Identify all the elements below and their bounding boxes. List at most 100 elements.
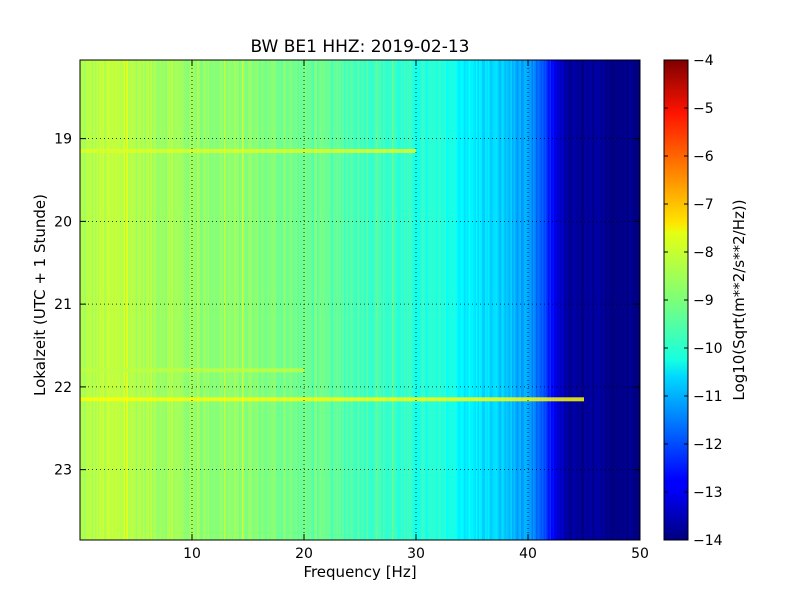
heatmap-column xyxy=(164,60,166,540)
heatmap-column xyxy=(206,60,208,540)
heatmap-column xyxy=(494,60,496,540)
heatmap-column xyxy=(216,60,219,540)
heatmap-column xyxy=(101,60,103,540)
colorbar-tick-label: −12 xyxy=(693,437,723,453)
heatmap-column xyxy=(179,60,181,540)
heatmap-column xyxy=(590,60,592,540)
heatmap-column xyxy=(342,60,345,540)
heatmap-column xyxy=(251,60,253,540)
heatmap-column xyxy=(278,60,280,540)
heatmap-column xyxy=(267,60,270,540)
heatmap-column xyxy=(297,60,300,540)
heatmap-column xyxy=(299,60,301,540)
heatmap-column xyxy=(416,60,418,540)
heatmap-column xyxy=(468,60,471,540)
heatmap-column xyxy=(114,60,117,540)
heatmap-column xyxy=(218,60,220,540)
heatmap-column xyxy=(324,60,327,540)
colorbar-tick-label: −7 xyxy=(693,197,714,213)
heatmap-column xyxy=(95,60,97,540)
heatmap-column xyxy=(351,60,354,540)
heatmap-column xyxy=(209,60,211,540)
heatmap-column xyxy=(389,60,391,540)
heatmap-area xyxy=(80,60,640,540)
y-tick-label: 19 xyxy=(54,132,72,148)
heatmap-column xyxy=(510,60,513,540)
heatmap-column xyxy=(131,60,133,540)
heatmap-column xyxy=(549,60,552,540)
heatmap-column xyxy=(467,60,469,540)
heatmap-column xyxy=(434,60,436,540)
heatmap-columns xyxy=(80,60,640,540)
heatmap-column xyxy=(215,60,217,540)
heatmap-column xyxy=(312,60,315,540)
heatmap-column xyxy=(353,60,355,540)
heatmap-column xyxy=(636,60,639,540)
heatmap-column xyxy=(122,60,124,540)
heatmap-column xyxy=(431,60,433,540)
heatmap-column xyxy=(507,60,510,540)
heatmap-column xyxy=(314,60,316,540)
heatmap-column xyxy=(627,60,630,540)
heatmap-column xyxy=(587,60,589,540)
x-tick-label: 50 xyxy=(631,546,649,562)
heatmap-column xyxy=(188,60,190,540)
heatmap-column xyxy=(260,60,262,540)
heatmap-column xyxy=(440,60,442,540)
heatmap-column xyxy=(276,60,279,540)
heatmap-column xyxy=(459,60,462,540)
heatmap-column xyxy=(491,60,493,540)
heatmap-column xyxy=(282,60,285,540)
heatmap-column xyxy=(173,60,175,540)
heatmap-column xyxy=(383,60,385,540)
heatmap-column xyxy=(194,60,196,540)
heatmap-column xyxy=(84,60,87,540)
heatmap-column xyxy=(236,60,238,540)
heatmap-column xyxy=(137,60,139,540)
heatmap-column xyxy=(180,60,183,540)
heatmap-column xyxy=(107,60,109,540)
heatmap-column xyxy=(612,60,615,540)
heatmap-column xyxy=(147,60,150,540)
heatmap-column xyxy=(558,60,561,540)
heatmap-column xyxy=(221,60,223,540)
colorbar-tick-label: −9 xyxy=(693,293,714,309)
heatmap-column xyxy=(497,60,499,540)
colorbar-tick-label: −14 xyxy=(693,533,723,549)
heatmap-column xyxy=(254,60,256,540)
heatmap-column xyxy=(432,60,435,540)
x-tick-label: 10 xyxy=(183,546,201,562)
heatmap-column xyxy=(306,60,309,540)
heatmap-column xyxy=(581,60,583,540)
heatmap-column xyxy=(359,60,361,540)
heatmap-column xyxy=(575,60,577,540)
heatmap-column xyxy=(204,60,207,540)
heatmap-column xyxy=(195,60,198,540)
heatmap-column xyxy=(506,60,508,540)
heatmap-column xyxy=(540,60,543,540)
heatmap-column xyxy=(390,60,393,540)
heatmap-column xyxy=(368,60,370,540)
heatmap-column xyxy=(452,60,454,540)
heatmap-column xyxy=(108,60,111,540)
heatmap-column xyxy=(309,60,312,540)
heatmap-column xyxy=(119,60,121,540)
heatmap-column xyxy=(227,60,229,540)
colorbar-tick-label: −8 xyxy=(693,245,714,261)
heatmap-column xyxy=(515,60,517,540)
heatmap-column xyxy=(281,60,283,540)
heatmap-column xyxy=(410,60,412,540)
heatmap-column xyxy=(555,60,558,540)
heatmap-column xyxy=(522,60,525,540)
heatmap-column xyxy=(617,60,619,540)
heatmap-column xyxy=(386,60,388,540)
heatmap-column xyxy=(618,60,621,540)
heatmap-column xyxy=(378,60,381,540)
heatmap-column xyxy=(132,60,135,540)
colorbar-tick-label: −10 xyxy=(693,341,723,357)
heatmap-column xyxy=(500,60,502,540)
heatmap-column xyxy=(567,60,570,540)
heatmap-column xyxy=(404,60,406,540)
heatmap-column xyxy=(443,60,445,540)
heatmap-column xyxy=(414,60,417,540)
